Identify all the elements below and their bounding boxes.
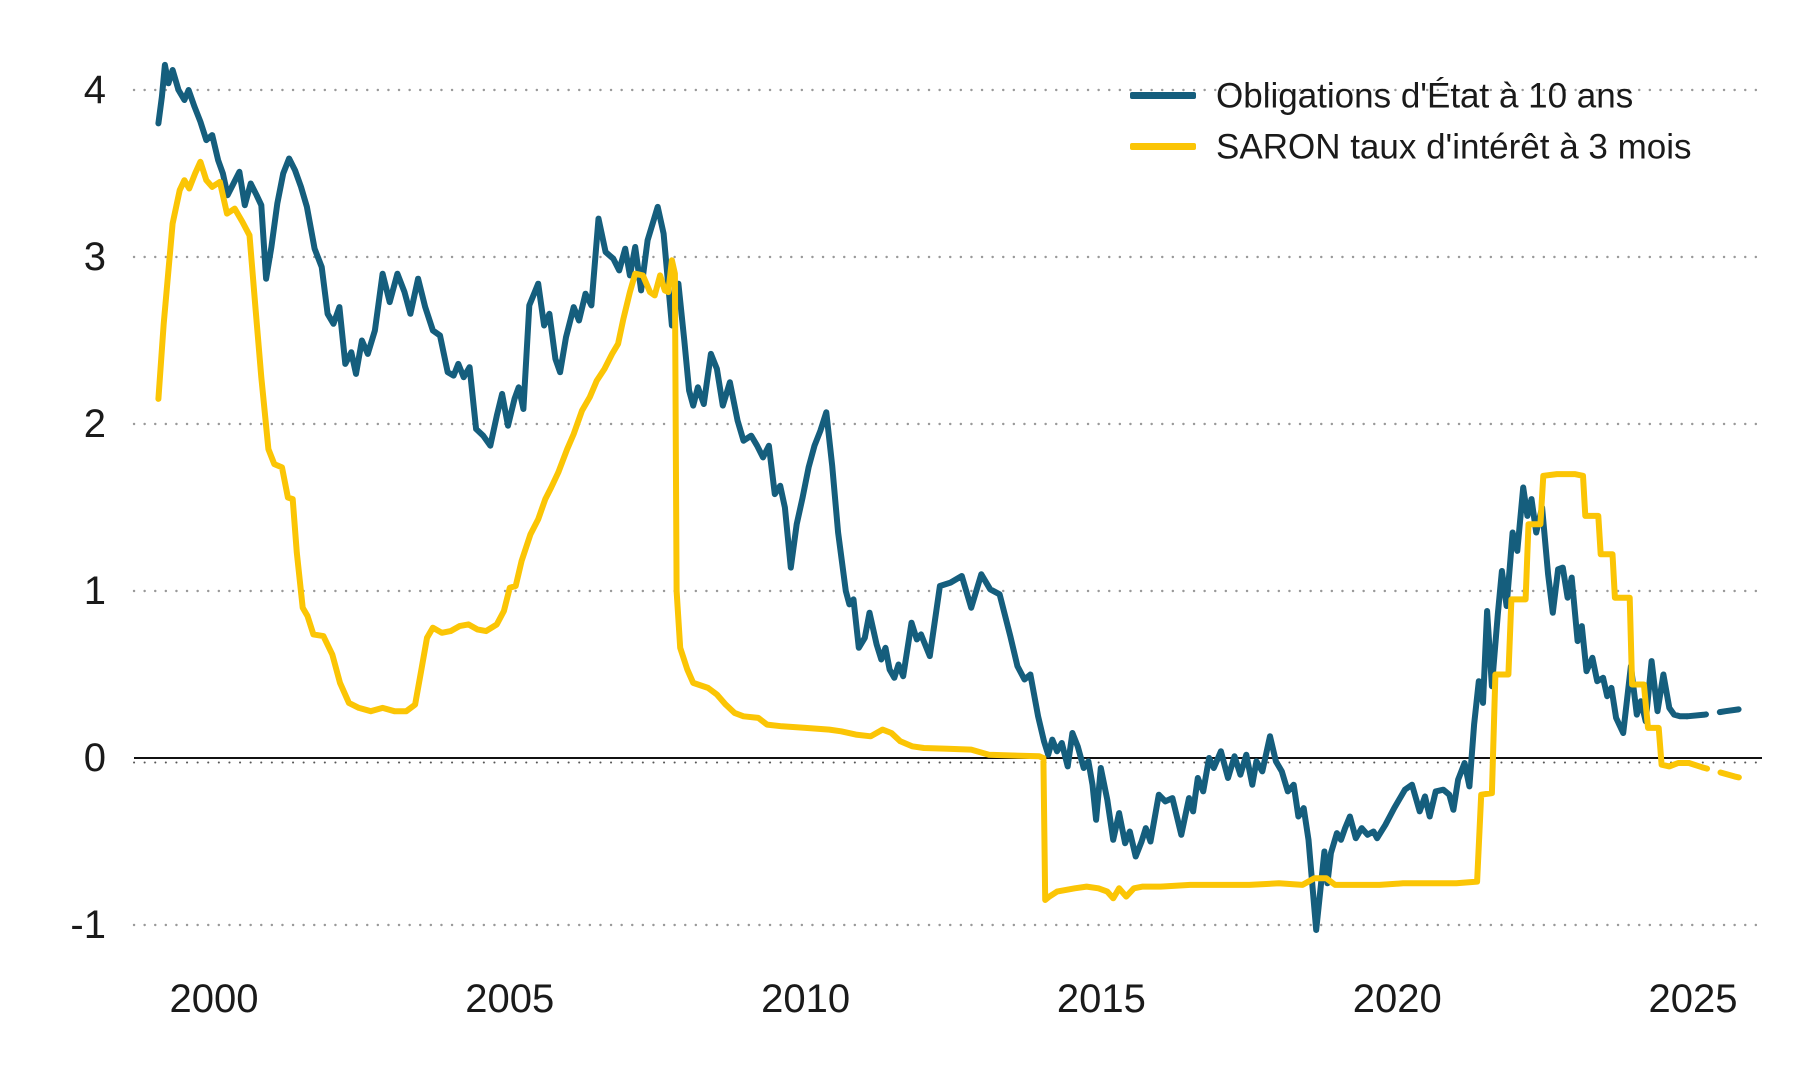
zero-axis-line bbox=[133, 757, 1763, 764]
y-axis-tick-labels: 4 3 2 1 0 -1 bbox=[70, 68, 106, 947]
x-axis-tick-labels: 2000 2005 2010 2015 2020 2025 bbox=[170, 977, 1738, 1021]
data-series-lines bbox=[155, 61, 1753, 933]
x-tick-label-2000: 2000 bbox=[170, 977, 259, 1021]
legend-swatch-saron bbox=[1130, 143, 1196, 150]
series-line-2 bbox=[155, 158, 1692, 903]
x-tick-label-2015: 2015 bbox=[1057, 977, 1146, 1021]
y-tick-label-1: 1 bbox=[84, 569, 106, 613]
x-tick-label-2005: 2005 bbox=[465, 977, 554, 1021]
legend-label-bonds: Obligations d'État à 10 ans bbox=[1216, 77, 1633, 116]
y-tick-label--1: -1 bbox=[70, 903, 106, 947]
x-tick-label-2010: 2010 bbox=[761, 977, 850, 1021]
y-tick-label-0: 0 bbox=[84, 736, 106, 780]
y-tick-label-2: 2 bbox=[84, 402, 106, 446]
chart-legend: Obligations d'État à 10 ans SARON taux d… bbox=[1130, 77, 1692, 167]
legend-swatch-bonds bbox=[1130, 92, 1196, 99]
series-line-3-forecast bbox=[1685, 760, 1753, 783]
y-tick-label-3: 3 bbox=[84, 235, 106, 279]
legend-label-saron: SARON taux d'intérêt à 3 mois bbox=[1216, 128, 1692, 167]
x-tick-label-2025: 2025 bbox=[1649, 977, 1738, 1021]
series-line-0 bbox=[155, 61, 1691, 933]
y-tick-label-4: 4 bbox=[84, 68, 106, 112]
series-line-1-forecast bbox=[1684, 704, 1753, 720]
horizontal-gridlines bbox=[132, 88, 1764, 927]
x-tick-label-2020: 2020 bbox=[1353, 977, 1442, 1021]
